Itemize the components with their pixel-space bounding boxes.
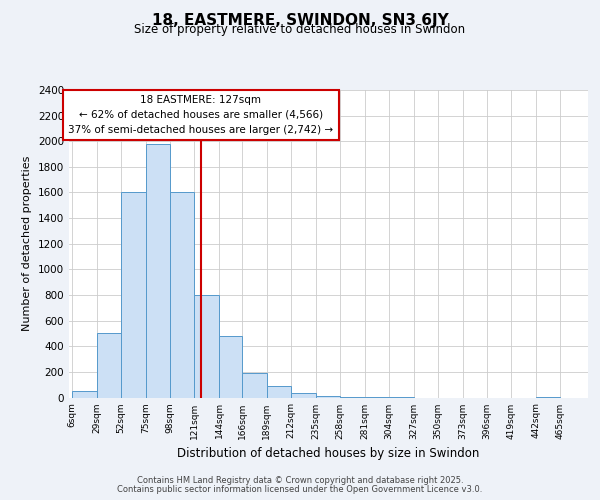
X-axis label: Distribution of detached houses by size in Swindon: Distribution of detached houses by size … (178, 447, 479, 460)
Bar (316, 396, 340, 398)
Bar (267, 386, 291, 398)
Bar (219, 336, 242, 398)
Bar (72, 391, 97, 398)
Text: Contains HM Land Registry data © Crown copyright and database right 2025.: Contains HM Land Registry data © Crown c… (137, 476, 463, 485)
Y-axis label: Number of detached properties: Number of detached properties (22, 156, 32, 332)
Text: 18, EASTMERE, SWINDON, SN3 6JY: 18, EASTMERE, SWINDON, SN3 6JY (152, 12, 448, 28)
Text: Size of property relative to detached houses in Swindon: Size of property relative to detached ho… (134, 22, 466, 36)
Bar (170, 192, 194, 398)
Bar (291, 393, 316, 398)
Bar (242, 373, 267, 398)
Text: 18 EASTMERE: 127sqm
← 62% of detached houses are smaller (4,566)
37% of semi-det: 18 EASTMERE: 127sqm ← 62% of detached ho… (68, 95, 334, 134)
Bar (194, 295, 219, 398)
Bar (97, 334, 121, 398)
Bar (536, 397, 560, 398)
Bar (146, 144, 170, 398)
Bar (121, 192, 146, 398)
Text: Contains public sector information licensed under the Open Government Licence v3: Contains public sector information licen… (118, 485, 482, 494)
Bar (340, 397, 365, 398)
